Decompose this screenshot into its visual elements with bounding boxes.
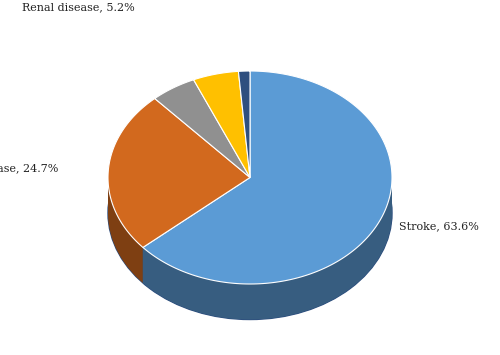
Text: Renal disease, 5.2%: Renal disease, 5.2%: [22, 2, 134, 12]
Polygon shape: [143, 178, 250, 283]
Polygon shape: [108, 178, 143, 283]
Polygon shape: [194, 71, 250, 178]
Polygon shape: [238, 71, 250, 178]
Polygon shape: [143, 177, 392, 320]
Polygon shape: [143, 71, 392, 284]
Text: Stroke, 63.6%: Stroke, 63.6%: [398, 221, 478, 231]
Polygon shape: [143, 178, 250, 283]
Polygon shape: [155, 80, 250, 178]
Ellipse shape: [108, 106, 392, 320]
Text: Heart disease, 24.7%: Heart disease, 24.7%: [0, 163, 58, 173]
Polygon shape: [108, 98, 250, 247]
